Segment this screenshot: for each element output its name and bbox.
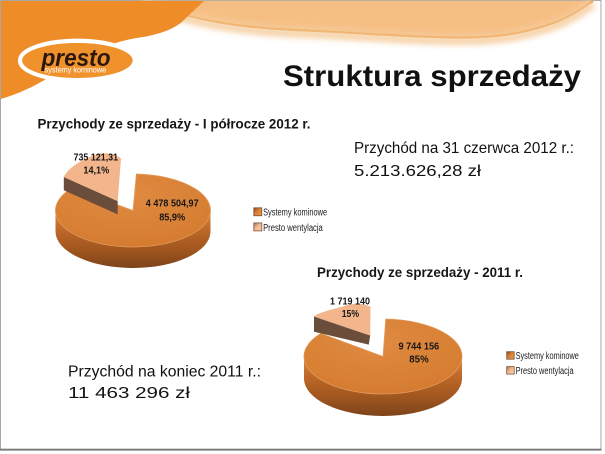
- svg-text:Systemy kominowe: Systemy kominowe: [263, 208, 327, 219]
- svg-text:presto: presto: [41, 45, 111, 72]
- svg-text:Przychód na 31 czerwca 2012 r.: Przychód na 31 czerwca 2012 r.:: [354, 140, 574, 157]
- svg-text:Presto wentylacja: Presto wentylacja: [516, 366, 574, 377]
- svg-text:11 463 296 zł: 11 463 296 zł: [68, 385, 191, 402]
- svg-text:Presto wentylacja: Presto wentylacja: [263, 223, 323, 234]
- svg-text:Struktura sprzedaży: Struktura sprzedaży: [283, 60, 582, 93]
- svg-text:1 719 140: 1 719 140: [330, 297, 370, 308]
- svg-text:9 744 156: 9 744 156: [398, 341, 439, 352]
- svg-text:Przychody ze sprzedaży - I pół: Przychody ze sprzedaży - I półrocze 2012…: [38, 117, 311, 132]
- svg-text:4 478 504,97: 4 478 504,97: [146, 199, 199, 210]
- svg-text:735 121,31: 735 121,31: [74, 152, 119, 163]
- svg-text:15%: 15%: [342, 309, 359, 320]
- svg-text:Przychody ze sprzedaży - 2011: Przychody ze sprzedaży - 2011 r.: [317, 265, 523, 280]
- svg-text:85%: 85%: [409, 355, 429, 366]
- svg-text:5.213.626,28 zł: 5.213.626,28 zł: [354, 163, 482, 180]
- svg-text:14,1%: 14,1%: [83, 165, 109, 176]
- svg-text:Przychód na koniec 2011 r.:: Przychód na koniec 2011 r.:: [68, 364, 261, 381]
- svg-text:85,9%: 85,9%: [159, 212, 185, 223]
- svg-text:systemy kominowe: systemy kominowe: [45, 66, 107, 75]
- svg-text:Systemy kominowe: Systemy kominowe: [516, 351, 580, 362]
